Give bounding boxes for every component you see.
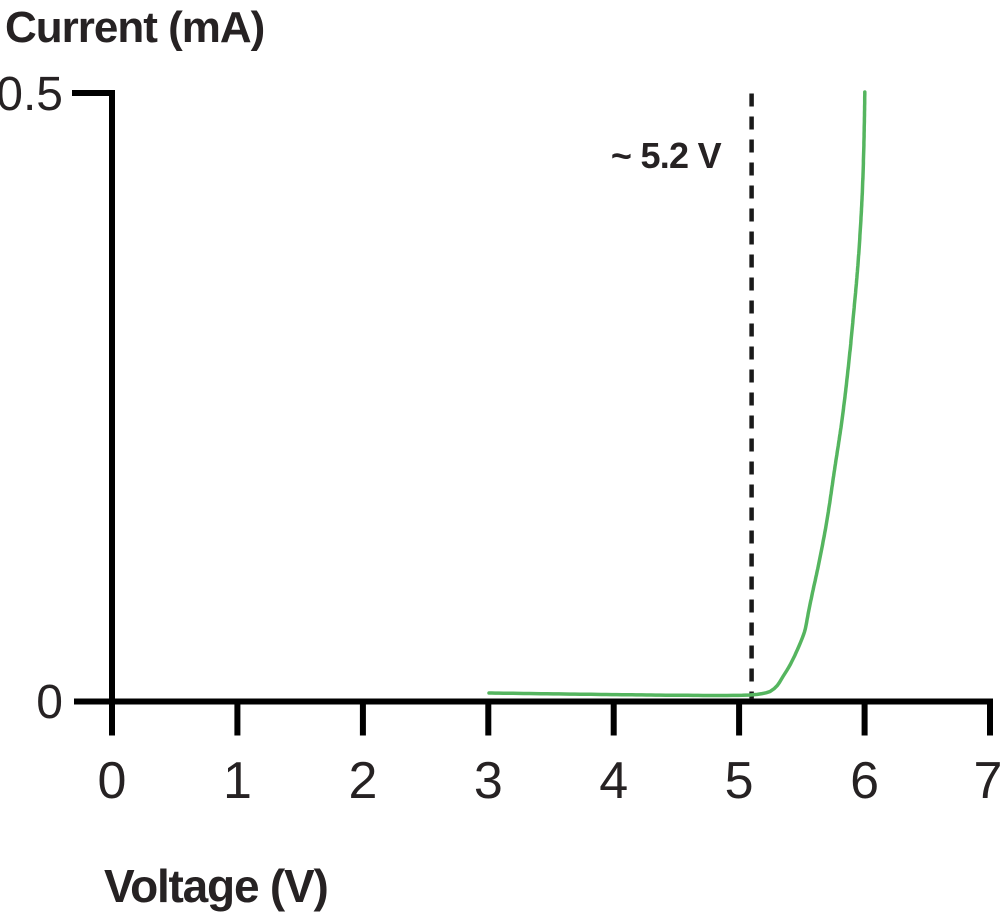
- svg-text:6: 6: [850, 752, 879, 810]
- svg-text:0: 0: [36, 676, 63, 729]
- svg-text:7: 7: [974, 752, 1000, 810]
- svg-text:Voltage (V): Voltage (V): [104, 860, 328, 912]
- svg-text:0.5: 0.5: [0, 68, 63, 121]
- svg-text:Current (mA): Current (mA): [5, 3, 264, 52]
- svg-text:3: 3: [474, 752, 503, 810]
- svg-text:5: 5: [725, 752, 754, 810]
- svg-text:4: 4: [599, 752, 628, 810]
- svg-text:0: 0: [98, 752, 127, 810]
- svg-text:~ 5.2 V: ~ 5.2 V: [611, 135, 722, 176]
- svg-text:1: 1: [223, 752, 252, 810]
- svg-text:2: 2: [348, 752, 377, 810]
